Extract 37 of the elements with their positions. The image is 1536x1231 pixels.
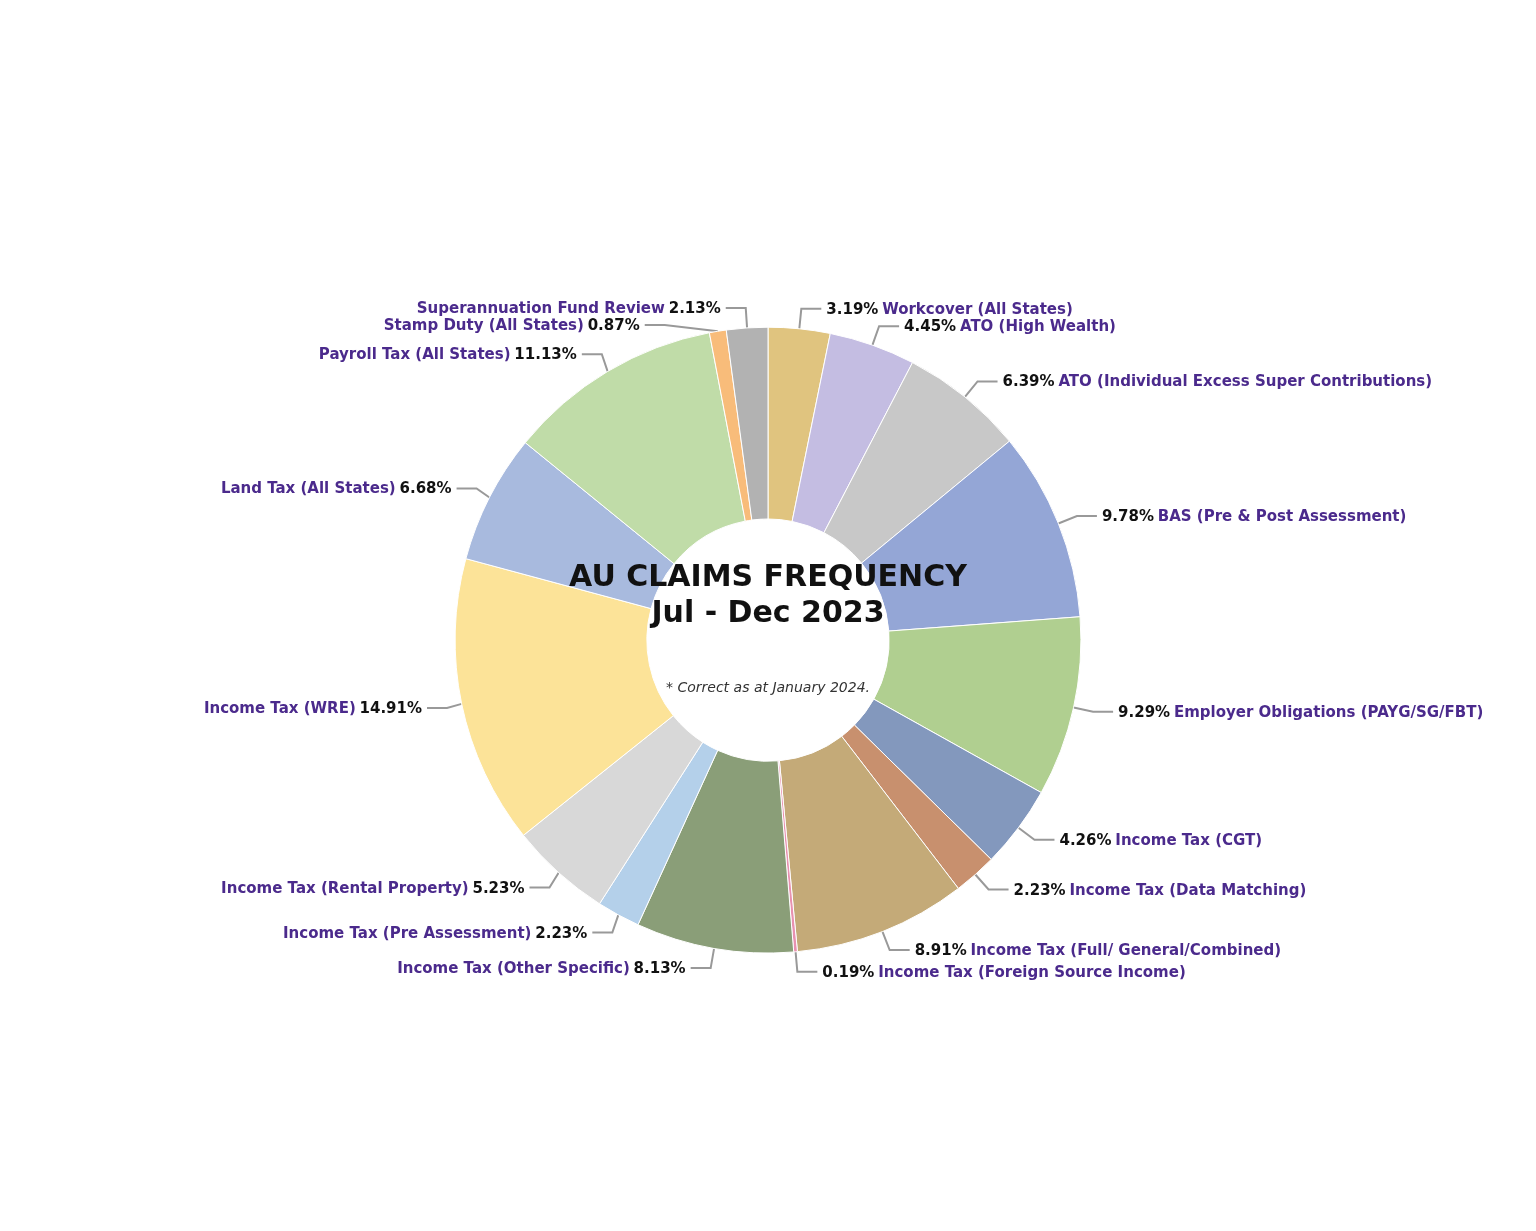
slice-label: Income Tax (WRE) [203,698,356,717]
slice-label: Income Tax (Full/ General/Combined) [970,941,1282,960]
data-label: 5.23% [472,878,525,897]
slice-label: ATO (Individual Excess Super Contributions) [1058,372,1433,391]
text: * Correct as at January 2024. [666,679,870,695]
text: AU CLAIMS FREQUENCY [569,557,969,593]
slice-label: Employer Obligations (PAYG/SG/FBT) [1173,702,1484,721]
data-label: 9.29% [1118,702,1171,721]
data-label: 6.39% [1002,372,1055,391]
data-label: 3.19% [826,299,879,318]
data-label: 6.68% [399,479,452,498]
data-label: 8.13% [633,959,686,978]
slice-label: Land Tax (All States) [220,479,396,498]
slice-label: Income Tax (Other Specific) [397,959,630,978]
data-label: 0.87% [587,315,640,334]
slice-label: Income Tax (Rental Property) [221,878,469,897]
data-label: 9.78% [1101,507,1154,526]
text: Jul - Dec 2023 [649,593,885,629]
data-label: 2.13% [668,298,721,317]
slice-label: Income Tax (Foreign Source Income) [878,962,1186,981]
slice-label: Income Tax (Data Matching) [1069,880,1307,899]
slice-label: Payroll Tax (All States) [318,345,511,364]
data-label: 0.19% [822,962,875,981]
data-label: 4.26% [1059,830,1112,849]
slice-label: Workcover (All States) [882,299,1073,318]
data-label: 4.45% [904,317,957,336]
data-label: 11.13% [514,345,577,364]
data-label: 14.91% [359,698,423,717]
slice-label: Stamp Duty (All States) [383,315,584,334]
data-label: 2.23% [1013,880,1066,899]
slice-label: Income Tax (CGT) [1115,830,1263,849]
slice-label: Income Tax (Pre Assessment) [283,923,532,942]
data-label: 2.23% [535,923,588,942]
slice-label: BAS (Pre & Post Assessment) [1157,507,1407,526]
data-label: 8.91% [914,941,967,960]
slice-label: ATO (High Wealth) [959,317,1116,336]
slice-label: Superannuation Fund Review [416,298,666,317]
